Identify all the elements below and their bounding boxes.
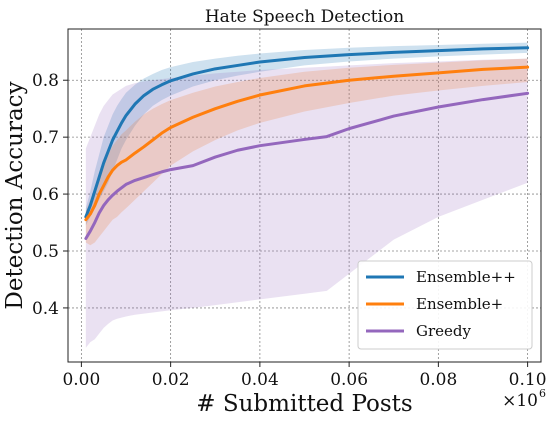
x-tick-label-2: 0.04 xyxy=(241,370,279,390)
y-tick-label-2: 0.6 xyxy=(32,185,59,205)
legend-items: Ensemble++ Ensemble+ Greedy xyxy=(366,268,516,340)
legend-box xyxy=(357,260,533,350)
series-lines xyxy=(84,46,530,240)
plot-area-frame xyxy=(67,28,542,363)
y-tick-label-3: 0.7 xyxy=(32,128,59,148)
y-tick-label-4: 0.8 xyxy=(32,71,59,91)
x-tick-label-1: 0.02 xyxy=(152,370,190,390)
x-tick-label-3: 0.06 xyxy=(330,370,368,390)
x-axis-scale-offset: ×10 6 xyxy=(502,387,546,411)
y-tick-label-0: 0.4 xyxy=(32,299,59,319)
legend-label-greedy: Greedy xyxy=(416,322,472,340)
x-offset-base: ×10 xyxy=(502,391,538,411)
legend-label-ensembleplus: Ensemble+ xyxy=(416,295,503,313)
x-tick-label-4: 0.08 xyxy=(419,370,457,390)
y-axis-ticks: 0.4 0.5 0.6 0.7 0.8 xyxy=(32,71,68,319)
chart-title: Hate Speech Detection xyxy=(205,7,404,27)
y-tick-label-1: 0.5 xyxy=(32,242,59,262)
x-tick-label-0: 0.00 xyxy=(62,370,100,390)
series-line-ensembleplusplus xyxy=(84,46,530,219)
series-line-greedy xyxy=(84,91,530,240)
x-axis-ticks: 0.00 0.02 0.04 0.06 0.08 0.10 xyxy=(62,362,547,390)
confidence-band-ensembleplus xyxy=(85,58,528,246)
series-line-ensembleplus xyxy=(84,65,530,222)
legend-label-ensembleplusplus: Ensemble++ xyxy=(416,268,516,286)
confidence-bands xyxy=(85,42,528,348)
x-offset-exponent: 6 xyxy=(539,387,546,400)
y-axis-label: Detection Accuracy xyxy=(2,81,28,309)
x-axis-label: # Submitted Posts xyxy=(196,391,412,417)
confidence-band-greedy xyxy=(85,58,528,348)
x-tick-label-5: 0.10 xyxy=(509,370,547,390)
legend: Ensemble++ Ensemble+ Greedy xyxy=(357,260,533,350)
